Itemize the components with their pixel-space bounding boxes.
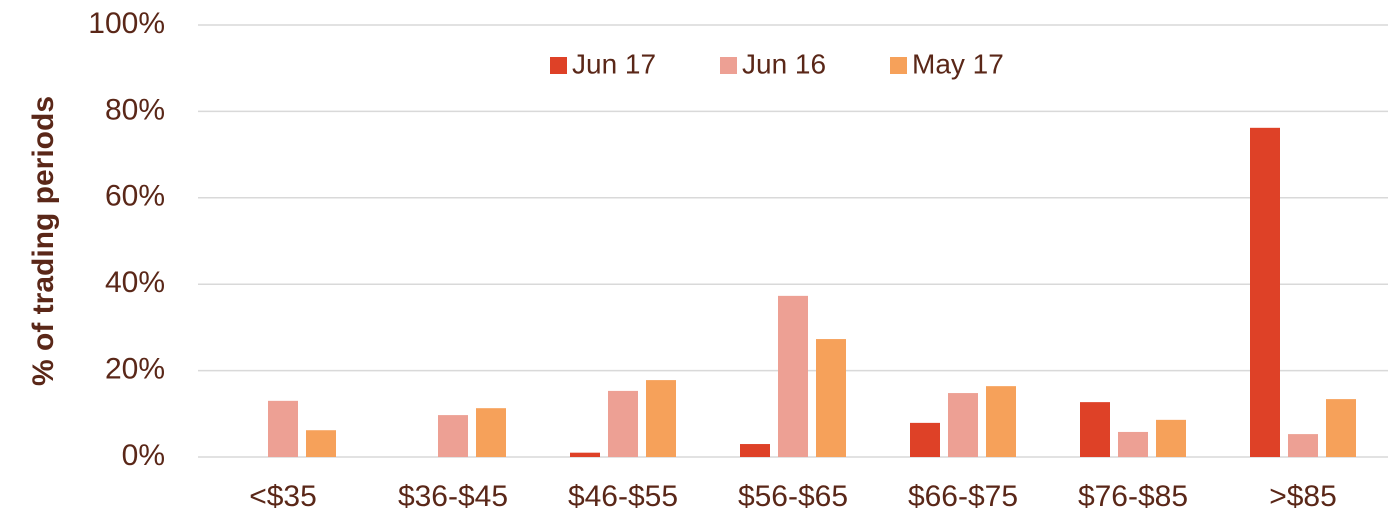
x-tick-label: $56-$65: [738, 480, 848, 513]
y-tick-label: 100%: [88, 7, 165, 40]
x-tick-label: $76-$85: [1078, 480, 1188, 513]
bar: [1288, 434, 1318, 457]
bar: [1326, 399, 1356, 457]
x-tick-label: >$85: [1269, 480, 1337, 513]
y-axis-label: % of trading periods: [27, 96, 60, 386]
x-tick-label: $46-$55: [568, 480, 678, 513]
legend-swatch: [890, 57, 907, 74]
bar: [948, 393, 978, 457]
bar: [778, 295, 808, 457]
bar: [646, 380, 676, 457]
y-tick-label: 40%: [105, 266, 165, 299]
bar: [986, 386, 1016, 457]
bar: [306, 430, 336, 457]
bar: [1250, 127, 1280, 457]
x-tick-label: $36-$45: [398, 480, 508, 513]
legend-swatch: [720, 57, 737, 74]
bar: [910, 422, 940, 457]
y-tick-label: 60%: [105, 180, 165, 213]
legend-label: Jun 17: [572, 48, 656, 79]
bar: [1080, 402, 1110, 457]
y-tick-label: 20%: [105, 353, 165, 386]
legend-swatch: [550, 57, 567, 74]
y-tick-label: 0%: [122, 439, 165, 472]
bar: [1118, 431, 1148, 457]
bar: [608, 390, 638, 457]
x-tick-label: $66-$75: [908, 480, 1018, 513]
bar: [816, 339, 846, 457]
legend-label: May 17: [912, 48, 1004, 79]
bar: [268, 400, 298, 457]
y-tick-label: 80%: [105, 93, 165, 126]
bar: [570, 452, 600, 457]
x-tick-label: <$35: [249, 480, 317, 513]
bar: [476, 408, 506, 457]
bar: [1156, 419, 1186, 457]
bar: [438, 415, 468, 457]
legend-label: Jun 16: [742, 48, 826, 79]
bar: [740, 444, 770, 457]
